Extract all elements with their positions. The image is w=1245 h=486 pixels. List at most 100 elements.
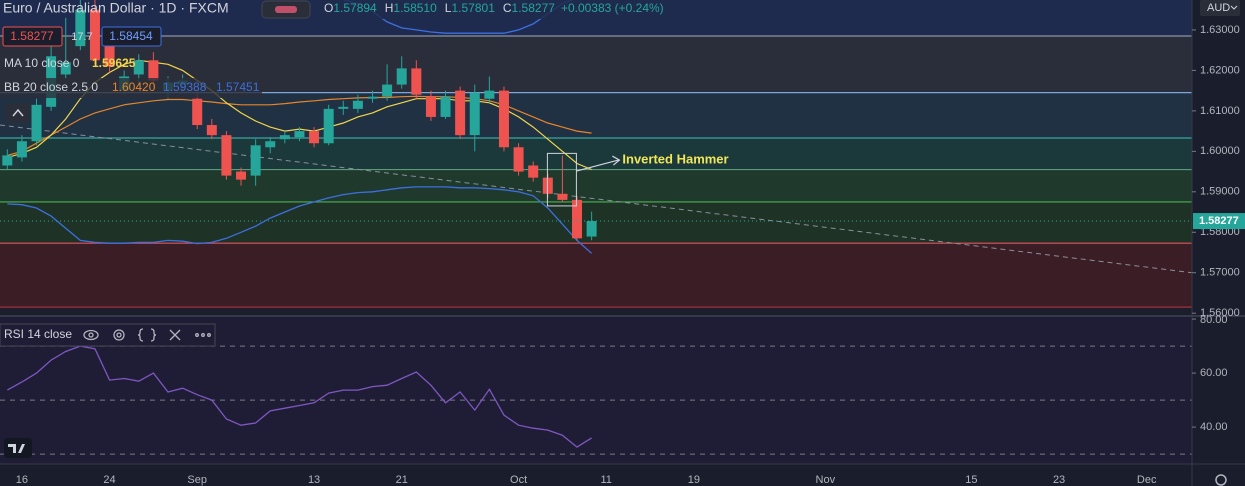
logo[interactable] — [4, 438, 32, 458]
last-price-tag — [1193, 213, 1245, 230]
candle-body — [294, 131, 305, 138]
currency-box[interactable] — [1200, 0, 1240, 16]
logo-mark — [8, 444, 25, 453]
candle-body — [498, 90, 509, 148]
y-tick-label: 1.57000 — [1200, 267, 1240, 279]
rsi-legend-box — [0, 323, 216, 347]
ohlc-backdrop — [320, 0, 676, 19]
candle-body — [2, 155, 13, 166]
candle-body — [352, 100, 363, 109]
candle-body — [221, 135, 232, 176]
candle-body — [513, 147, 524, 172]
y-tick-label: 1.59000 — [1200, 186, 1240, 198]
change: +0.00383 (+0.24%) — [561, 1, 664, 15]
price-pane: Inverted Hammer — [0, 0, 1192, 314]
bb-backdrop — [0, 78, 262, 98]
x-tick-label: 16 — [16, 474, 28, 486]
bb-basis — [7, 95, 592, 156]
x-tick-label: Sep — [187, 474, 207, 486]
symbol-title: Euro / Australian Dollar · 1D · FXCM — [3, 0, 229, 16]
ohlc-value: 1.58510 — [393, 1, 437, 15]
axes: 1.63000 1.62000 1.61000 1.60000 1.59000 1.580… — [16, 24, 1245, 486]
rsi-tick-label: 40.00 — [1200, 421, 1228, 433]
candle-body — [148, 60, 159, 81]
spread: 17.7 — [71, 31, 92, 43]
zone — [0, 137, 1192, 170]
settings-icon[interactable] — [1215, 474, 1227, 486]
rsi-tick-label: 60.00 — [1200, 367, 1228, 379]
x-tick-label: 11 — [601, 474, 612, 486]
x-tick-label: Nov — [816, 474, 836, 486]
candle-body — [265, 141, 276, 148]
x-tick-label: 23 — [1053, 474, 1065, 486]
bb-upper — [341, 0, 573, 34]
bb-basis-value: 1.60420 — [112, 80, 156, 94]
ohlc-value: 1.57801 — [451, 1, 495, 15]
candle-body — [338, 106, 349, 109]
candle-body — [133, 60, 144, 75]
rsi-pane — [0, 345, 1192, 455]
x-tick-label: 24 — [103, 474, 115, 486]
candle-body — [455, 90, 466, 136]
candle-body — [236, 171, 247, 180]
ma-value: 1.59625 — [92, 56, 136, 70]
candle-body — [75, 9, 86, 47]
ohlc-key: C — [503, 1, 512, 15]
candle-body — [89, 9, 100, 61]
candle-body — [396, 68, 407, 85]
bb-lower-value: 1.57451 — [216, 80, 260, 94]
y-tick-label: 1.60000 — [1200, 145, 1240, 157]
candle-body — [484, 90, 495, 99]
ma-label: MA 10 close 0 — [4, 56, 80, 70]
rsi-tick-label: 80.00 — [1200, 314, 1228, 326]
collapse-icon — [12, 108, 24, 117]
last-price-label: 1.58277 — [1199, 215, 1239, 227]
toggle-knob — [275, 6, 297, 13]
candle-body — [367, 96, 378, 99]
candle-body — [250, 145, 261, 176]
candle-body — [411, 68, 422, 95]
zone — [0, 243, 1192, 308]
x-tick-label: 15 — [965, 474, 977, 486]
ohlc-key: O — [324, 1, 333, 15]
x-tick-label: 13 — [308, 474, 320, 486]
zone — [0, 307, 1192, 314]
y-tick-label: 1.63000 — [1200, 24, 1240, 36]
candle-body — [279, 135, 290, 140]
rsi-icons[interactable] — [83, 328, 211, 342]
candle-body — [557, 193, 568, 200]
buy-button[interactable] — [101, 26, 162, 47]
candle-body — [440, 96, 451, 117]
candle-body — [16, 141, 27, 158]
y-tick-label: 1.62000 — [1200, 64, 1240, 76]
collapse-button[interactable] — [6, 103, 30, 123]
candle-body — [104, 46, 115, 67]
annotation-box — [546, 152, 577, 207]
currency-caret — [1230, 5, 1238, 10]
bb-label: BB 20 close 2.5 0 — [4, 80, 98, 94]
candle-body — [323, 108, 334, 144]
y-tick-label: 1.56000 — [1200, 307, 1240, 319]
trendline — [0, 124, 1192, 274]
rsi-line — [6, 345, 592, 448]
bid-price: 1.58277 — [10, 29, 54, 43]
candle-body — [31, 104, 42, 142]
ohlc-value: 1.57894 — [333, 1, 377, 15]
x-tick-label: 19 — [688, 474, 700, 486]
sell-button[interactable] — [2, 26, 63, 47]
candle-body — [192, 98, 203, 126]
bb-upper-value: 1.59388 — [163, 80, 207, 94]
ohlc-value: 1.58277 — [512, 1, 556, 15]
x-tick-label: 21 — [396, 474, 408, 486]
x-tick-label: Oct — [510, 474, 527, 486]
currency-label: AUD — [1207, 2, 1230, 14]
ask-price: 1.58454 — [109, 29, 153, 43]
annotation-arrow — [576, 155, 621, 172]
candle-body — [528, 165, 539, 178]
candle-body — [572, 199, 583, 239]
ohlc-key: H — [385, 1, 394, 15]
ohlc-key: L — [445, 1, 452, 15]
annotation-text: Inverted Hammer — [622, 151, 728, 166]
